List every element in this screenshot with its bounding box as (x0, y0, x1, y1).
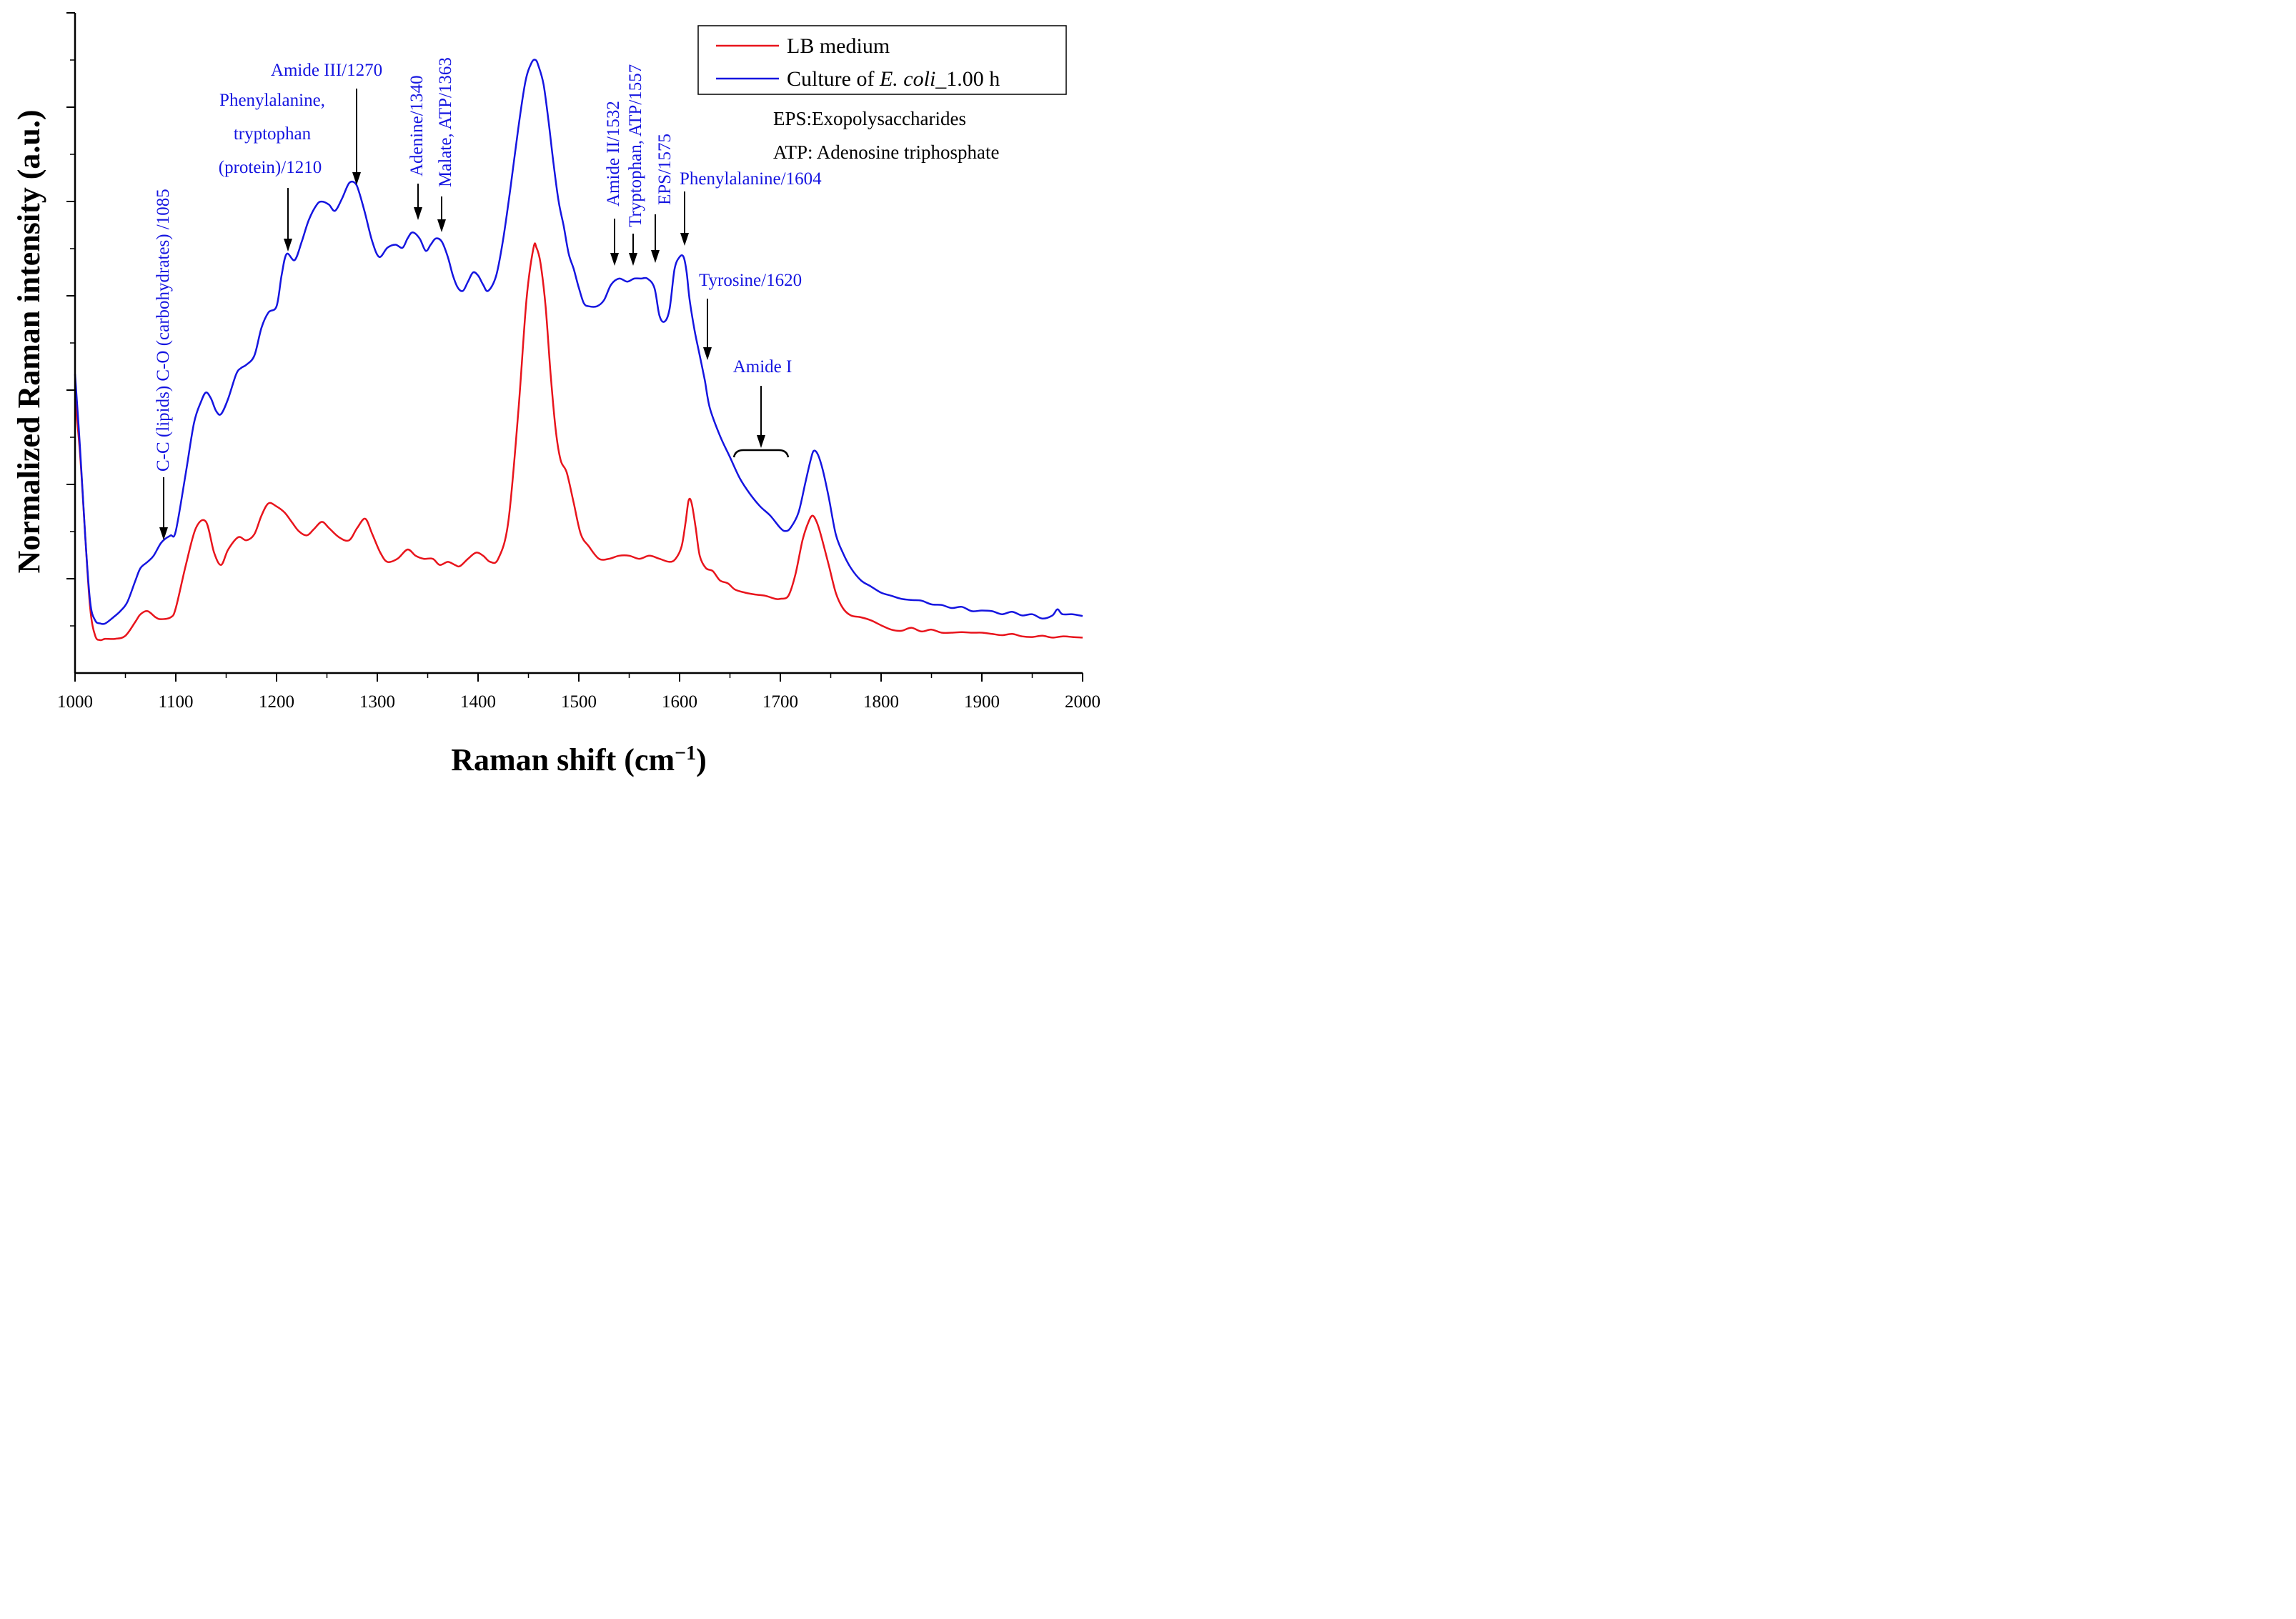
arrow-1270-head (352, 172, 361, 185)
chart-background (0, 0, 1111, 783)
legend-label-lb: LB medium (787, 34, 890, 58)
annotation-phe-line1: Phenylalanine, (219, 91, 325, 110)
note-eps: EPS:Exopolysaccharides (773, 108, 966, 129)
peak-annotations: C-C (lipids) C-O (carbohydrates) /1085 P… (154, 57, 822, 540)
arrow-1085-head (159, 527, 168, 540)
annotation-cc-lipids-carbohydrates: C-C (lipids) C-O (carbohydrates) /1085 (154, 189, 173, 472)
arrow-amide1-head (757, 435, 765, 448)
annotation-tyrosine: Tyrosine/1620 (699, 271, 802, 290)
annotation-phenylalanine-1604: Phenylalanine/1604 (680, 169, 822, 189)
annotation-malate-atp: Malate, ATP/1363 (436, 57, 455, 187)
x-tick-label: 1800 (863, 692, 899, 712)
x-tick-label: 1300 (359, 692, 395, 712)
plot-layer (74, 59, 1083, 642)
x-axis-label: Raman shift (cm−1) (451, 742, 706, 778)
x-tick-label: 1700 (762, 692, 798, 712)
note-atp: ATP: Adenosine triphosphate (773, 141, 999, 163)
y-axis-ticks (66, 12, 75, 627)
x-tick-label: 1200 (259, 692, 294, 712)
arrow-1620-head (703, 347, 712, 360)
x-tick-label: 2000 (1065, 692, 1100, 712)
annotation-eps: EPS/1575 (655, 134, 675, 205)
arrow-1532-head (610, 253, 619, 266)
series-line-lb-medium (74, 242, 1083, 642)
x-tick-label: 1100 (158, 692, 193, 712)
legend-label-culture: Culture of E. coli_1.00 h (787, 67, 1000, 91)
x-tick-label: 1500 (561, 692, 597, 712)
x-tick-label: 1000 (57, 692, 93, 712)
annotation-amide1: Amide I (733, 357, 792, 377)
annotation-amide2: Amide II/1532 (604, 101, 623, 206)
arrow-1575-head (651, 250, 660, 263)
legend-box (697, 25, 1067, 95)
annotation-tryptophan-atp: Tryptophan, ATP/1557 (626, 64, 645, 227)
arrow-1340-head (414, 207, 422, 220)
arrow-1210-head (284, 239, 292, 251)
x-axis-label-superscript: −1 (675, 742, 696, 764)
x-tick-label: 1400 (460, 692, 496, 712)
raman-spectrum-chart: 1000 1100 1200 1300 1400 1500 1600 1700 1800 1900… (0, 0, 1111, 783)
annotation-amide3: Amide III/1270 (271, 61, 382, 80)
x-axis-ticks: 1000 1100 1200 1300 1400 1500 1600 1700 1800 1900… (57, 673, 1100, 712)
annotation-adenine: Adenine/1340 (407, 75, 427, 176)
x-tick-label: 1600 (662, 692, 697, 712)
x-tick-label: 1900 (964, 692, 1000, 712)
legend: LB medium Culture of E. coli_1.00 h (697, 25, 1067, 95)
arrow-1557-head (629, 253, 637, 266)
series-line-culture-ecoli (74, 59, 1083, 625)
y-axis-label: Normalized Raman intensity (a.u.) (11, 110, 46, 574)
arrow-1363-head (437, 219, 446, 232)
annotation-phe-line3: (protein)/1210 (219, 158, 322, 177)
amide1-bracket (732, 449, 790, 458)
annotation-phe-line2: tryptophan (234, 124, 312, 144)
arrow-1604-head (680, 233, 689, 246)
